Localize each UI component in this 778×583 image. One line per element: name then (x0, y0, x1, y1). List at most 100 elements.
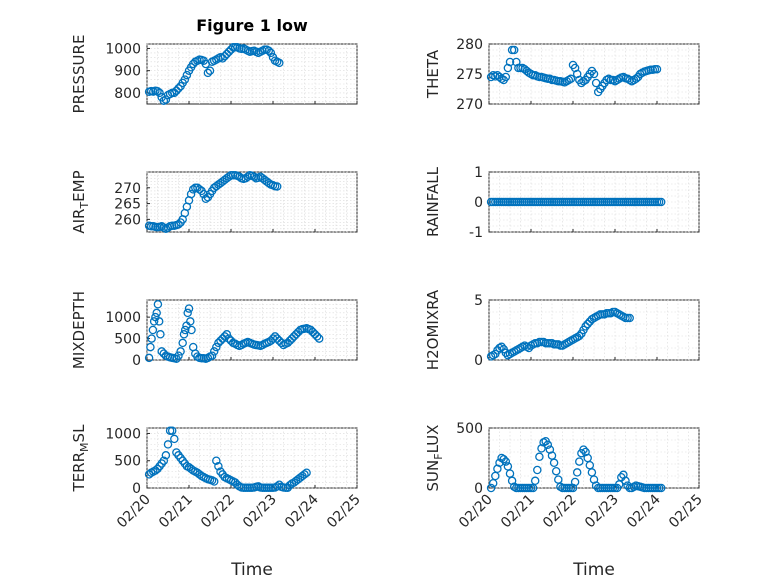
data-point (186, 464, 196, 474)
data-point (214, 461, 223, 471)
data-point (207, 351, 217, 360)
y-tick-label: 0 (132, 353, 141, 369)
data-point (486, 483, 496, 493)
y-tick-label: 1000 (105, 426, 141, 442)
data-point (570, 477, 580, 487)
y-axis-label: TERRMSL (70, 424, 91, 493)
data-point (156, 330, 165, 339)
x-tick-label: 02/25 (324, 492, 364, 532)
data-point (184, 304, 194, 313)
data-point (579, 445, 588, 454)
data-point (535, 452, 544, 462)
data-point (264, 46, 274, 55)
data-point (154, 317, 164, 326)
data-point (186, 189, 196, 199)
subplot-pressure: 800 900 1000 PRESSURE (70, 35, 358, 113)
x-tick-label: 02/21 (498, 492, 538, 532)
x-axis-label-left: Time (230, 560, 273, 580)
data-point (543, 440, 553, 450)
data-point (224, 334, 234, 343)
data-point (652, 64, 662, 74)
data-point (314, 334, 324, 343)
y-axis-label: SUNFLUX (424, 425, 445, 492)
y-tick-label: 500 (456, 421, 483, 437)
y-tick-label: 0 (132, 481, 141, 497)
data-series (486, 197, 666, 207)
data-point (277, 338, 286, 348)
data-point (272, 482, 282, 491)
data-point (174, 220, 183, 229)
data-point (530, 476, 540, 486)
data-point (621, 476, 630, 486)
subplot-theta: 270 275 280 THETA (424, 37, 700, 113)
data-point (501, 457, 511, 466)
y-tick-label: -1 (469, 225, 483, 241)
x-axis-label-right: Time (572, 560, 615, 580)
data-series (144, 43, 284, 105)
y-tick-label: 800 (114, 86, 141, 102)
y-tick-label: 270 (456, 97, 483, 113)
data-point (302, 468, 311, 477)
data-point (243, 172, 253, 181)
data-point (220, 332, 229, 341)
data-point (157, 347, 166, 356)
y-tick-label: 500 (114, 454, 141, 470)
data-point (509, 45, 519, 55)
data-point (230, 339, 240, 348)
data-point (505, 57, 515, 67)
subplot-h2omixra: 0 5 H2OMIXRA (424, 289, 700, 370)
data-point (153, 87, 162, 96)
data-point (623, 481, 632, 490)
y-axis-label: RAINFALL (424, 166, 442, 237)
x-tick-label: 02/23 (240, 492, 280, 532)
plot-area (488, 427, 700, 489)
data-point (279, 340, 288, 350)
data-point (187, 325, 196, 335)
subplot-sun-flux: 0 500 SUNFLUX 02/20 02/21 02/22 02/23 02/24 02/2… (424, 421, 706, 531)
data-point (575, 331, 584, 341)
data-point (222, 49, 232, 59)
data-point (656, 197, 666, 207)
x-tick-label: 02/23 (582, 492, 622, 532)
data-point (656, 483, 666, 493)
data-point (575, 457, 584, 466)
data-point (275, 58, 284, 68)
data-point (148, 325, 158, 335)
data-point (151, 466, 160, 475)
data-point (583, 319, 592, 329)
data-point (549, 458, 559, 468)
x-tick-label: 02/22 (540, 492, 580, 532)
y-tick-label: 5 (474, 293, 483, 309)
x-tick-label: 02/20 (114, 492, 154, 532)
data-point (176, 347, 185, 356)
data-point (306, 325, 316, 335)
data-point (212, 456, 221, 465)
data-point (149, 317, 159, 326)
data-point (182, 70, 192, 80)
data-point (146, 342, 155, 352)
data-point (270, 332, 280, 341)
y-tick-label: 270 (114, 181, 141, 197)
data-point (203, 353, 213, 363)
data-point (533, 465, 542, 475)
data-point (201, 194, 211, 204)
data-point (155, 88, 164, 98)
data-point (152, 308, 161, 318)
data-point (312, 332, 322, 341)
y-tick-label: 275 (456, 67, 483, 83)
data-point (218, 334, 227, 343)
data-point (147, 334, 156, 343)
data-point (157, 222, 166, 231)
data-point (216, 336, 225, 345)
data-point (179, 330, 189, 339)
data-point (203, 68, 213, 78)
data-point (572, 468, 582, 477)
data-point (222, 330, 232, 339)
data-point (551, 466, 561, 476)
data-point (218, 54, 227, 63)
y-tick-label: 280 (456, 37, 483, 53)
data-point (220, 51, 229, 61)
y-tick-label: 1 (474, 165, 483, 181)
